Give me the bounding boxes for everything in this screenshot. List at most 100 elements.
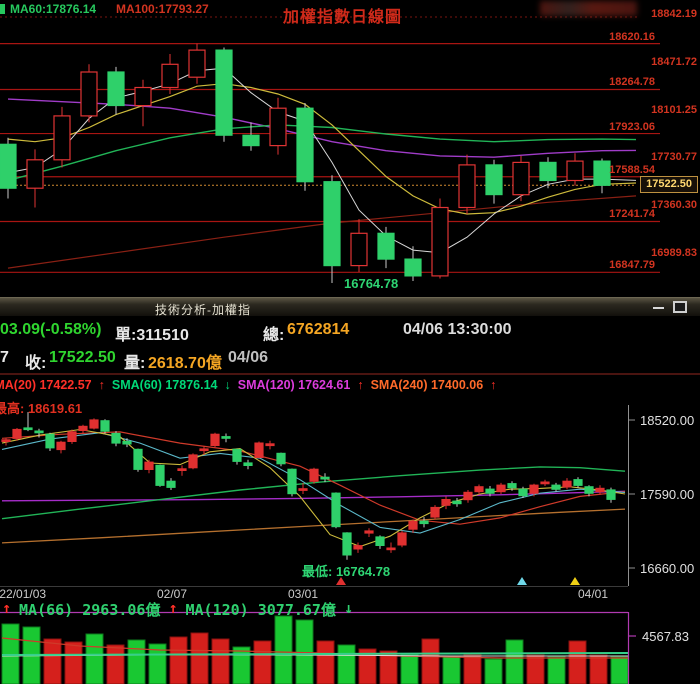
candle: [166, 480, 176, 488]
candle: [45, 433, 55, 449]
candle: [375, 536, 385, 546]
candle: [215, 49, 233, 136]
volume-bar: [169, 636, 188, 684]
candle: [144, 461, 154, 470]
price-level-label: 16847.79: [609, 259, 655, 272]
candle: [254, 442, 264, 458]
candle: [452, 500, 462, 505]
volume-bar: [505, 639, 524, 684]
candle: [518, 488, 528, 497]
candle: [155, 464, 165, 486]
candle: [463, 491, 473, 501]
volume-bars-chart[interactable]: [0, 600, 700, 684]
marker-triangle-icon: [517, 577, 527, 585]
candle: [529, 484, 539, 494]
volume-ma-legend-item: MA(120) 3077.67億: [185, 601, 336, 619]
candle: [287, 468, 297, 495]
candle: [540, 481, 550, 485]
sma-legend-item: SMA(240) 17400.06: [370, 378, 484, 392]
quote-field: 收:: [25, 355, 47, 372]
candle: [177, 468, 187, 472]
volume-panel: ↑ MA(66) 2963.06億 ↑ MA(120) 3077.67億 ↓ 4567.…: [0, 599, 700, 684]
volume-ma-legend-item: ↓: [343, 599, 353, 617]
candle: [364, 530, 374, 534]
price-level-label: 16989.83: [651, 246, 697, 259]
candle: [232, 448, 242, 462]
quote-field: 單:311510: [115, 327, 189, 344]
candle: [34, 430, 44, 434]
minimize-button[interactable]: [653, 307, 664, 309]
candle: [430, 506, 440, 518]
candle: [26, 159, 44, 189]
maximize-button[interactable]: [673, 301, 687, 313]
candle: [188, 454, 198, 469]
panel-title: 技術分析-加權指: [155, 303, 251, 317]
ma-mid-line: [7, 83, 637, 215]
candle: [606, 489, 616, 500]
candle: [199, 448, 209, 452]
candle: [161, 63, 179, 89]
candle: [566, 160, 584, 182]
price-level-label: 18471.72: [651, 55, 697, 68]
volume-axis-label: 4567.83: [642, 629, 689, 644]
volume-bar: [64, 641, 83, 684]
vol-ma-red: [1, 637, 628, 659]
volume-bar: [253, 640, 272, 684]
candle: [309, 468, 319, 482]
candle: [23, 427, 33, 431]
candle: [89, 419, 99, 429]
panel-title-bar[interactable]: 技術分析-加權指: [0, 297, 700, 317]
candle: [350, 232, 368, 267]
candle: [122, 440, 132, 445]
x-axis-tick-label: 2022/01/03: [0, 587, 47, 601]
sma240-line: [1, 508, 626, 544]
x-axis-tick-label: 03/01: [288, 587, 319, 601]
volume-bar: [526, 654, 545, 684]
price-level-label: 17241.74: [609, 208, 655, 221]
volume-bar: [316, 640, 335, 684]
candle: [562, 480, 572, 488]
quote-row-close-amount: 7 收: 17522.50 量: 2618.70億 04/06: [0, 349, 700, 373]
candle: [221, 436, 231, 439]
volume-ma-legend-item: ↑: [168, 599, 178, 617]
candle: [111, 432, 121, 444]
candle: [0, 143, 17, 189]
sma-legend-item: SMA(20) 17422.57: [0, 378, 92, 392]
volume-bar: [43, 638, 62, 684]
x-axis-tick-label: 04/01: [578, 587, 609, 601]
price-level-label: 17923.06: [609, 120, 655, 133]
volume-bar: [337, 644, 356, 684]
quote-field: 7: [0, 349, 9, 366]
candle: [53, 115, 71, 161]
sma60-line: [1, 466, 626, 520]
volume-ma-legend: ↑ MA(66) 2963.06億 ↑ MA(120) 3077.67億 ↓: [2, 599, 353, 620]
ma-fast-line: [7, 67, 637, 254]
volume-bar: [589, 654, 608, 684]
sma-legend-item: ↓: [224, 378, 231, 392]
candle: [573, 479, 583, 486]
daily-candlestick-chart[interactable]: [0, 0, 700, 297]
candle: [107, 71, 125, 107]
volume-bar: [421, 638, 440, 684]
price-level-label: 18620.16: [609, 30, 655, 43]
candle: [386, 547, 396, 551]
candle: [12, 428, 22, 439]
candle: [67, 431, 77, 443]
candle: [1, 439, 11, 443]
volume-bar: [211, 638, 230, 684]
marker-triangle-icon: [570, 577, 580, 585]
candle: [419, 520, 429, 525]
candle: [377, 232, 395, 260]
candle: [242, 134, 260, 147]
quote-field: 量:: [124, 355, 146, 372]
candle: [269, 107, 287, 147]
technical-candlestick-chart[interactable]: [0, 376, 700, 600]
y-axis-tick-label: 17590.00: [640, 487, 695, 502]
sma-legend-item: ↑: [98, 378, 105, 392]
sma-legend-item: SMA(120) 17624.61: [237, 378, 351, 392]
candle: [551, 484, 561, 490]
candle: [133, 448, 143, 470]
price-level-label: 18842.19: [651, 8, 697, 20]
quote-field: 總:: [263, 327, 285, 344]
candle: [512, 161, 530, 196]
